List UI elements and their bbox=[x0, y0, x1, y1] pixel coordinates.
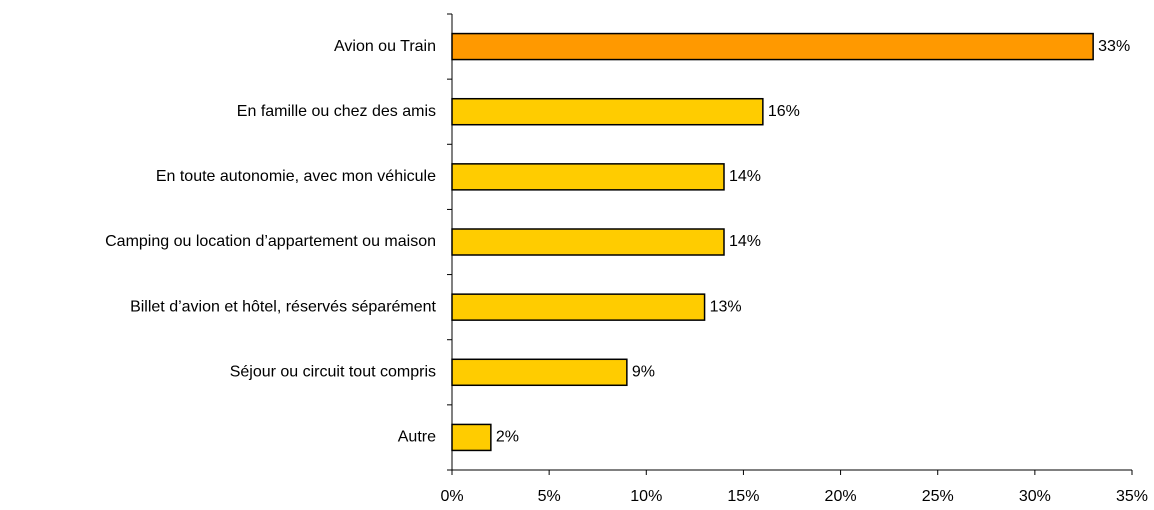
x-tick-label: 15% bbox=[727, 488, 759, 505]
data-label: 9% bbox=[632, 364, 655, 381]
bar bbox=[451, 163, 725, 191]
data-label: 14% bbox=[729, 233, 761, 250]
bar bbox=[451, 293, 706, 321]
y-tick-label: Avion ou Train bbox=[334, 38, 436, 55]
bar bbox=[451, 423, 492, 452]
bar bbox=[451, 228, 725, 256]
x-tick-label: 35% bbox=[1116, 488, 1148, 505]
y-tick-label: En famille ou chez des amis bbox=[237, 103, 436, 120]
data-label: 2% bbox=[496, 429, 519, 446]
x-tick-label: 10% bbox=[630, 488, 662, 505]
y-tick-label: Séjour ou circuit tout compris bbox=[230, 364, 436, 381]
y-tick-label: Camping ou location d’appartement ou mai… bbox=[105, 233, 436, 250]
bar bbox=[451, 358, 628, 387]
x-tick-label: 25% bbox=[922, 488, 954, 505]
x-tick-label: 20% bbox=[825, 488, 857, 505]
bar bbox=[451, 97, 764, 126]
x-tick-label: 0% bbox=[440, 488, 463, 505]
y-tick-label: En toute autonomie, avec mon véhicule bbox=[156, 168, 436, 185]
x-tick-label: 30% bbox=[1019, 488, 1051, 505]
x-tick-label: 5% bbox=[538, 488, 561, 505]
y-tick-label: Billet d’avion et hôtel, réservés séparé… bbox=[130, 298, 436, 315]
data-label: 13% bbox=[710, 298, 742, 315]
y-tick-label: Autre bbox=[398, 429, 436, 446]
bar bbox=[451, 32, 1094, 61]
data-label: 33% bbox=[1098, 38, 1130, 55]
data-label: 16% bbox=[768, 103, 800, 120]
data-label: 14% bbox=[729, 168, 761, 185]
